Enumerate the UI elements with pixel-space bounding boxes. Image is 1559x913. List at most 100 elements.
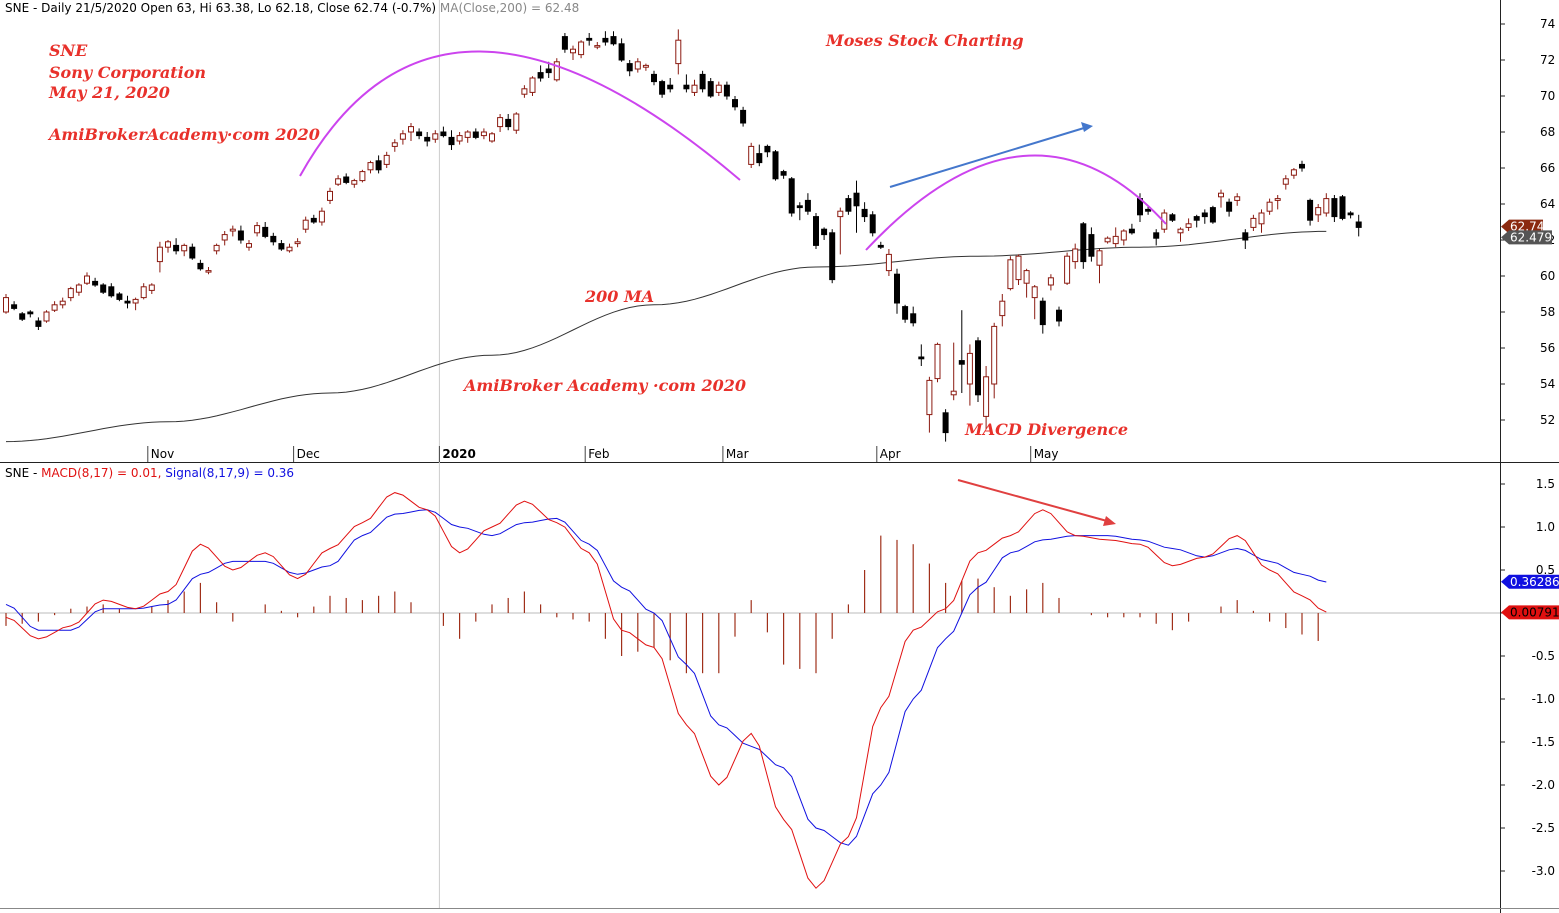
candle — [983, 366, 990, 429]
candle — [213, 243, 220, 255]
candle — [1250, 214, 1257, 231]
candle-body — [262, 226, 269, 237]
candle-body — [950, 390, 957, 396]
candle — [594, 42, 601, 50]
price-uptrend-arrowhead — [1081, 122, 1093, 132]
candle-body — [448, 136, 455, 146]
candle-body — [351, 180, 358, 185]
candle-body — [165, 241, 171, 248]
candle — [51, 301, 58, 312]
close-price-tag-bg — [1501, 219, 1543, 234]
candle — [1007, 256, 1014, 291]
candle-body — [610, 36, 617, 45]
candle — [545, 61, 552, 78]
macd-line — [5, 492, 1327, 889]
price-y-tick-label: 60 — [1540, 269, 1555, 283]
candle — [958, 310, 965, 393]
candle-body — [359, 171, 366, 182]
candle-body — [11, 304, 18, 309]
candle-body — [529, 77, 536, 93]
candle-body — [829, 232, 836, 281]
candle — [497, 114, 504, 132]
candle-body — [1250, 217, 1257, 228]
candle — [1201, 209, 1208, 224]
candle-body — [926, 379, 933, 416]
candle-body — [756, 153, 763, 164]
candle — [1209, 205, 1216, 224]
candle — [116, 292, 123, 302]
candle-body — [480, 131, 487, 137]
candle — [894, 268, 900, 314]
candle-body — [1355, 221, 1362, 228]
candle — [148, 283, 155, 294]
candle — [327, 187, 333, 204]
candle — [780, 169, 787, 179]
signal-header-label: Signal(8,17,9) = 0.36 — [165, 466, 294, 480]
candle-body — [108, 286, 115, 297]
ma-200-line — [5, 230, 1327, 443]
candle — [918, 344, 925, 366]
candle — [1080, 222, 1087, 269]
candle — [1096, 249, 1103, 284]
annotation-ticker: SNE — [49, 41, 88, 60]
candle-body — [1104, 237, 1111, 243]
candle-body — [707, 81, 714, 97]
candle-body — [440, 131, 447, 137]
candle-body — [391, 142, 398, 147]
candle — [521, 85, 528, 98]
candle-body — [148, 284, 155, 291]
candle-body — [124, 300, 131, 304]
candle — [1315, 204, 1322, 222]
candle — [1169, 213, 1176, 222]
rounding-top-arc-right — [865, 154, 1167, 251]
candle-body — [918, 356, 925, 360]
candle-body — [246, 243, 252, 248]
ma-value-tag-bg — [1501, 230, 1552, 245]
candle — [424, 132, 431, 147]
candle — [1355, 214, 1362, 237]
candle — [707, 78, 714, 98]
candle — [602, 31, 609, 46]
macd-header-symbol: SNE — [5, 466, 29, 480]
candle-body — [772, 151, 779, 180]
candle-body — [594, 45, 601, 48]
candle-body — [84, 275, 90, 284]
candle — [1331, 195, 1338, 222]
candle-body — [1234, 196, 1241, 201]
candle-body — [732, 99, 738, 108]
candle — [1112, 227, 1119, 248]
candle-body — [140, 286, 147, 299]
candle-body — [861, 208, 868, 218]
macd-y-tick-label: -0.5 — [1532, 649, 1555, 663]
price-y-tick-label: 74 — [1540, 17, 1555, 31]
candle-body — [189, 246, 196, 259]
candle-body — [35, 320, 42, 327]
candle-body — [983, 376, 990, 417]
date-x-axis: Nov Dec 2020 Feb Mar Apr May — [151, 447, 1059, 461]
signal-value-tag: 0.362864 — [1510, 575, 1559, 589]
candle — [642, 63, 649, 71]
candle-body — [1331, 198, 1338, 218]
candle — [1128, 223, 1135, 235]
candle — [237, 225, 244, 244]
candle-body — [343, 176, 350, 183]
date-tick-label: Mar — [726, 447, 749, 461]
price-y-tick-label: 70 — [1540, 89, 1555, 103]
candle — [75, 283, 82, 296]
candle — [869, 211, 876, 237]
annotation-company: Sony Corporation — [49, 63, 206, 82]
candle — [991, 322, 998, 399]
candle — [335, 175, 342, 186]
candle — [35, 317, 42, 330]
candle-body — [788, 178, 795, 214]
candle — [1299, 160, 1305, 172]
grid-lines — [0, 0, 1500, 908]
candle-body — [723, 84, 730, 97]
candle — [1047, 274, 1054, 291]
candle — [715, 81, 722, 96]
candle-body — [472, 131, 479, 138]
candle-body — [221, 234, 228, 241]
candle — [1039, 297, 1046, 334]
candle — [221, 231, 228, 246]
